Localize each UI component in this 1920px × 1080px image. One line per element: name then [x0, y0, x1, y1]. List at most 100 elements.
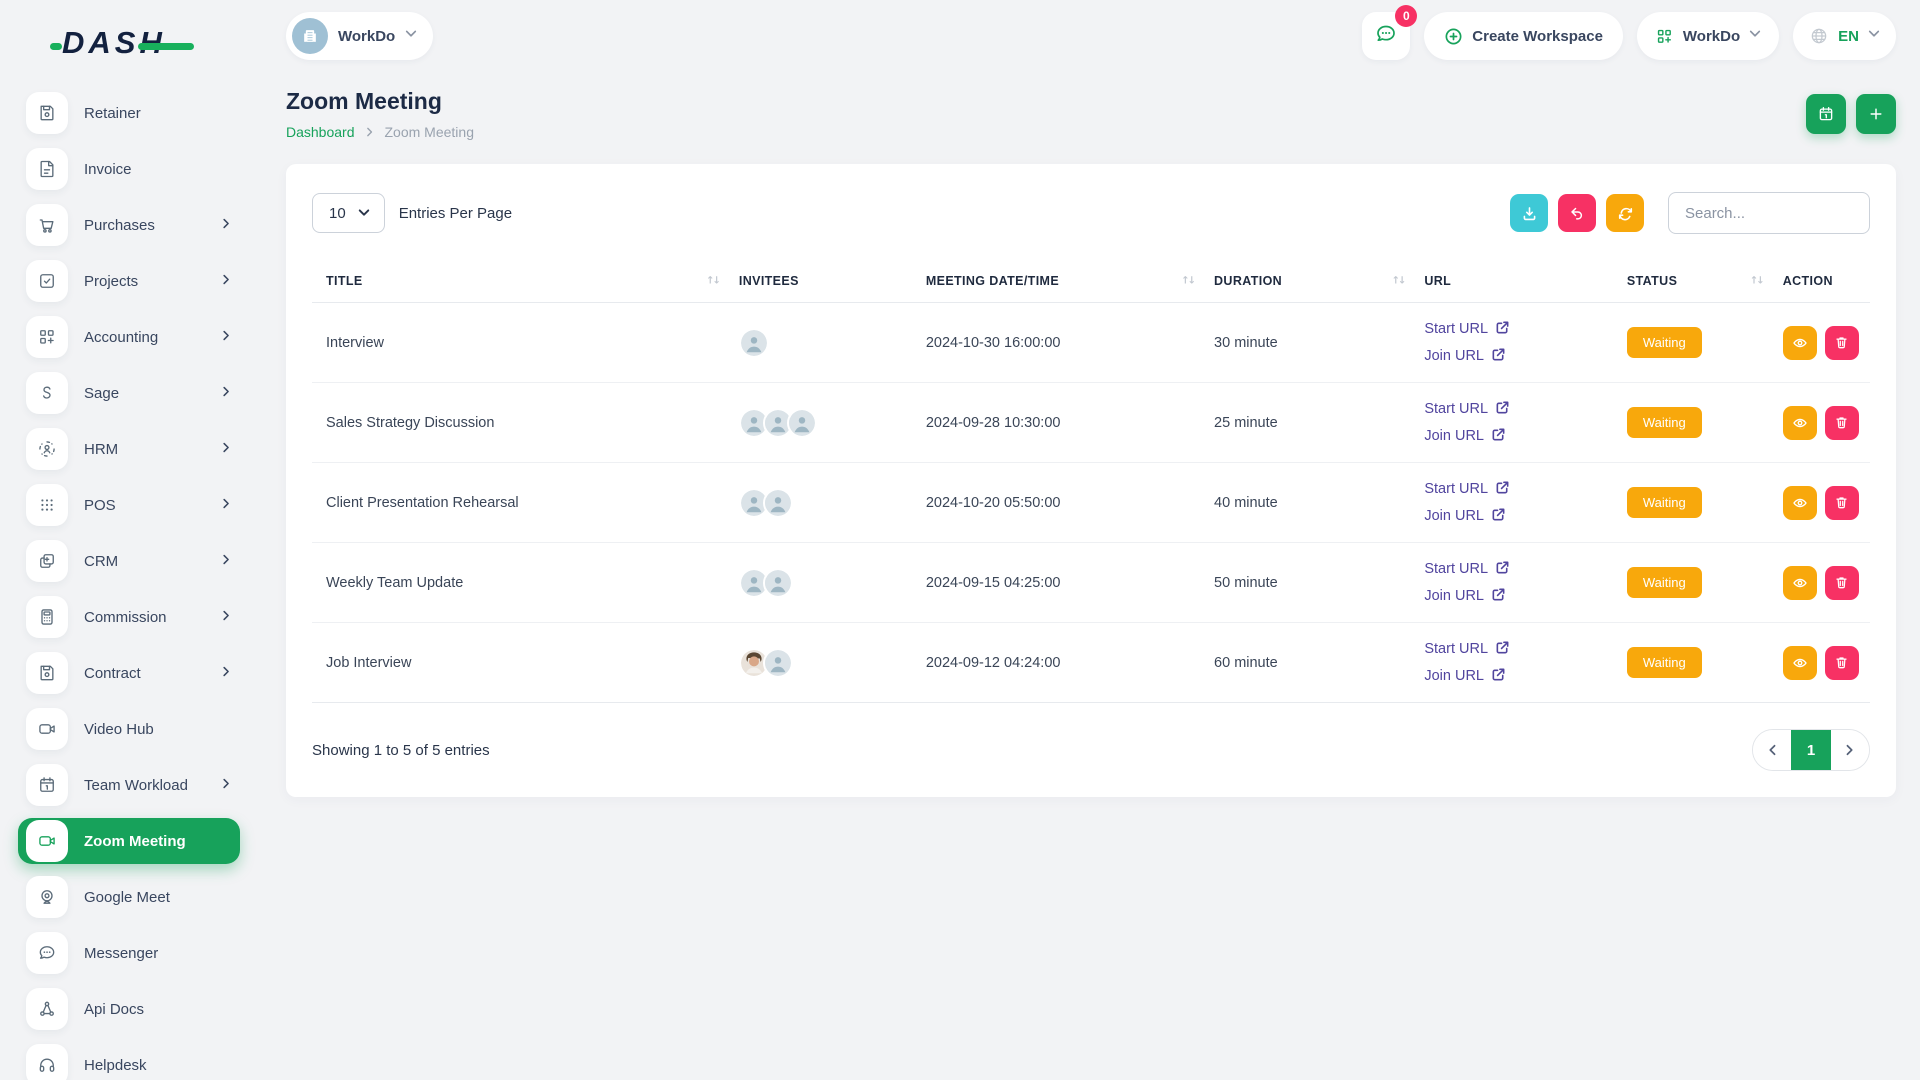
sidebar-item-label: CRM — [84, 552, 119, 570]
external-link-icon — [1495, 640, 1510, 659]
video-camera-icon — [26, 708, 68, 750]
workdo-dropdown[interactable]: WorkDo — [1636, 12, 1780, 60]
download-icon — [1521, 205, 1538, 222]
view-button[interactable] — [1782, 325, 1817, 360]
sidebar-item-crm[interactable]: CRM — [18, 538, 246, 584]
breadcrumb-dashboard-link[interactable]: Dashboard — [286, 124, 355, 140]
sidebar-item-commission[interactable]: Commission — [18, 594, 246, 640]
pagination-page-1[interactable]: 1 — [1791, 730, 1831, 770]
column-header-title[interactable]: TITLE ↑↓ — [312, 260, 725, 303]
sidebar-item-pos[interactable]: POS — [18, 482, 246, 528]
chevron-right-icon — [221, 496, 232, 514]
sort-icon[interactable]: ↑↓ — [1391, 275, 1407, 287]
refresh-icon — [1617, 205, 1634, 222]
start-url-link[interactable]: Start URL — [1424, 320, 1603, 339]
sidebar-item-google-meet[interactable]: Google Meet — [18, 874, 246, 920]
join-url-link[interactable]: Join URL — [1424, 667, 1603, 686]
create-workspace-button[interactable]: Create Workspace — [1424, 12, 1623, 60]
logo-accent-dot — [50, 43, 62, 50]
trash-icon — [1834, 335, 1849, 350]
status-badge: Waiting — [1626, 407, 1702, 438]
start-url-link[interactable]: Start URL — [1424, 640, 1603, 659]
column-header-status[interactable]: STATUS ↑↓ — [1612, 260, 1769, 303]
messages-button[interactable]: 0 — [1362, 5, 1418, 60]
table-footer: Showing 1 to 5 of 5 entries 1 — [312, 729, 1870, 771]
sidebar-item-accounting[interactable]: Accounting — [18, 314, 246, 360]
sidebar-item-label: POS — [84, 496, 116, 514]
join-url-link[interactable]: Join URL — [1424, 427, 1603, 446]
search-input[interactable] — [1668, 192, 1870, 234]
sidebar-item-projects[interactable]: Projects — [18, 258, 246, 304]
meeting-duration: 30 minute — [1200, 302, 1411, 383]
chevron-right-icon — [221, 272, 232, 290]
sidebar-item-purchases[interactable]: Purchases — [18, 202, 246, 248]
dots-grid-icon — [26, 484, 68, 526]
sidebar-item-api-docs[interactable]: Api Docs — [18, 986, 246, 1032]
add-meeting-button[interactable] — [1856, 94, 1896, 134]
calendar-icon — [1817, 105, 1835, 123]
table-row: Client Presentation Rehearsal 2024-10-20… — [312, 462, 1870, 543]
column-header-duration[interactable]: DURATION ↑↓ — [1200, 260, 1411, 303]
join-url-link[interactable]: Join URL — [1424, 347, 1603, 366]
table-row: Interview 2024-10-30 16:00:00 30 minute … — [312, 302, 1870, 383]
delete-button[interactable] — [1824, 485, 1859, 520]
view-button[interactable] — [1782, 645, 1817, 680]
pagination-next-button[interactable] — [1831, 730, 1869, 770]
chevron-right-icon — [221, 608, 232, 626]
column-header-action: ACTION — [1768, 260, 1870, 303]
calendar-view-button[interactable] — [1806, 94, 1846, 134]
status-badge: Waiting — [1626, 647, 1702, 678]
main-area: WorkDo 0 Create Workspace WorkDo — [256, 0, 1920, 1080]
sidebar-item-label: Accounting — [84, 328, 159, 346]
sidebar-item-retainer[interactable]: Retainer — [18, 90, 246, 136]
sidebar-item-video-hub[interactable]: Video Hub — [18, 706, 246, 752]
meetings-card: 10 Entries Per Page TITLE↑↓ — [286, 164, 1896, 797]
pagination-prev-button[interactable] — [1753, 730, 1791, 770]
reload-button[interactable] — [1606, 194, 1644, 232]
join-url-link[interactable]: Join URL — [1424, 507, 1603, 526]
start-url-link[interactable]: Start URL — [1424, 400, 1603, 419]
app-logo[interactable]: DASH — [0, 14, 256, 72]
sort-icon[interactable]: ↑↓ — [1749, 275, 1765, 287]
trash-icon — [1834, 495, 1849, 510]
column-header-datetime[interactable]: MEETING DATE/TIME ↑↓ — [911, 260, 1201, 303]
sidebar-item-sage[interactable]: Sage — [18, 370, 246, 416]
delete-button[interactable] — [1824, 325, 1859, 360]
meeting-title: Client Presentation Rehearsal — [312, 462, 725, 543]
save-icon — [26, 92, 68, 134]
view-button[interactable] — [1782, 485, 1817, 520]
workspace-selector[interactable]: WorkDo — [286, 12, 434, 60]
language-label: EN — [1838, 27, 1859, 45]
start-url-link[interactable]: Start URL — [1424, 560, 1603, 579]
language-selector[interactable]: EN — [1793, 12, 1896, 60]
delete-button[interactable] — [1824, 645, 1859, 680]
check-square-icon — [26, 260, 68, 302]
sidebar: DASH Retainer Invoice Purchases Projects — [0, 0, 256, 1080]
delete-button[interactable] — [1824, 565, 1859, 600]
sidebar-item-contract[interactable]: Contract — [18, 650, 246, 696]
page-header-actions — [1806, 94, 1896, 134]
join-url-link[interactable]: Join URL — [1424, 587, 1603, 606]
delete-button[interactable] — [1824, 405, 1859, 440]
status-badge: Waiting — [1626, 327, 1702, 358]
sort-icon[interactable]: ↑↓ — [706, 275, 721, 287]
entries-per-page-select[interactable]: 10 — [312, 193, 385, 233]
sidebar-item-messenger[interactable]: Messenger — [18, 930, 246, 976]
trash-icon — [1834, 575, 1849, 590]
sidebar-item-zoom-meeting[interactable]: Zoom Meeting — [18, 818, 240, 864]
sidebar-item-helpdesk[interactable]: Helpdesk — [18, 1042, 246, 1080]
view-button[interactable] — [1782, 565, 1817, 600]
reset-button[interactable] — [1558, 194, 1596, 232]
invitee-avatars — [738, 647, 902, 678]
sidebar-item-team-workload[interactable]: Team Workload — [18, 762, 246, 808]
meeting-duration: 40 minute — [1200, 462, 1411, 543]
chat-bubble-icon — [1374, 22, 1398, 51]
export-button[interactable] — [1510, 194, 1548, 232]
sort-icon[interactable]: ↑↓ — [1181, 275, 1196, 287]
view-button[interactable] — [1782, 405, 1817, 440]
sidebar-item-invoice[interactable]: Invoice — [18, 146, 246, 192]
sidebar-item-hrm[interactable]: HRM — [18, 426, 246, 472]
sidebar-item-label: Invoice — [84, 160, 132, 178]
person-dashed-circle-icon — [26, 428, 68, 470]
start-url-link[interactable]: Start URL — [1424, 480, 1603, 499]
